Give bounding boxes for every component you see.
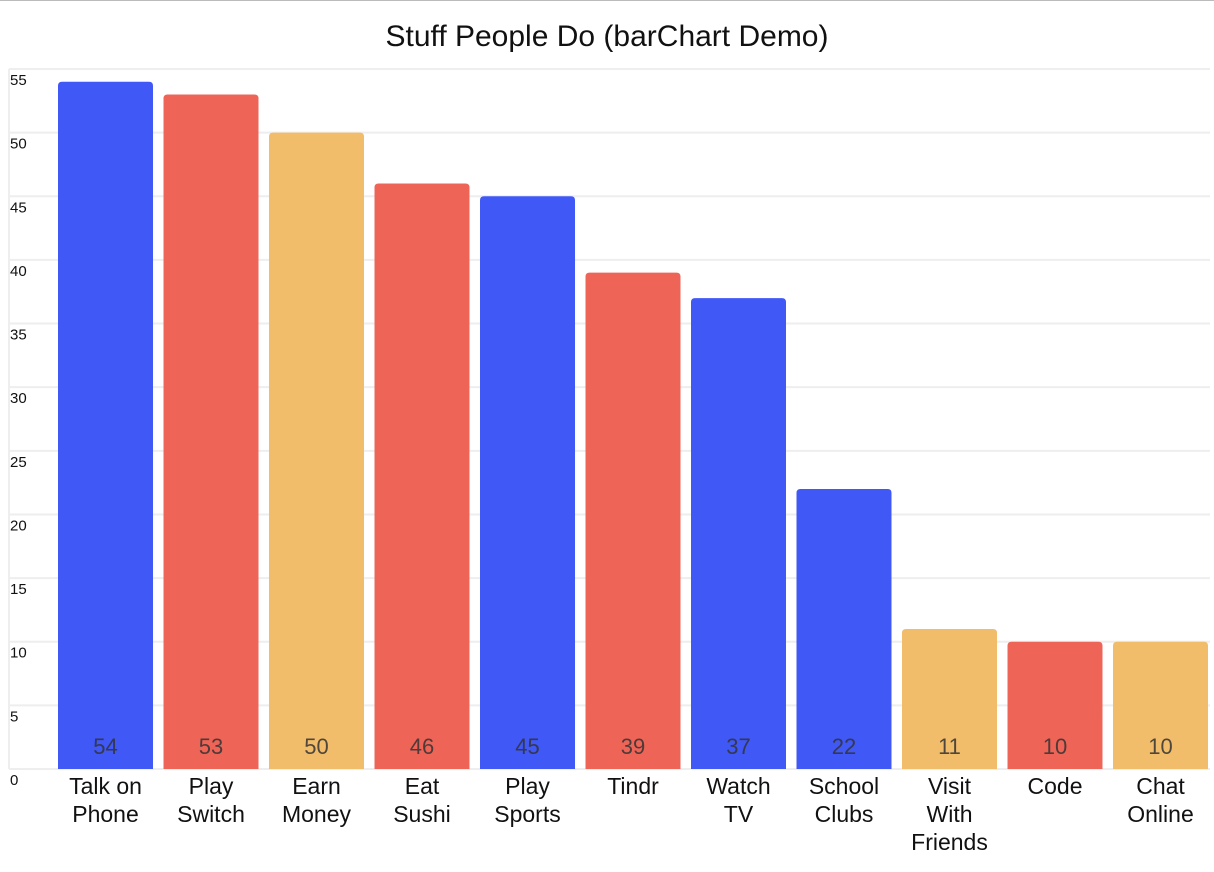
- y-tick-label: 55: [10, 72, 27, 89]
- bar: [691, 298, 786, 769]
- value-label: 37: [726, 734, 750, 759]
- x-tick-label: Money: [282, 801, 352, 827]
- bar: [58, 81, 153, 769]
- bars: [58, 81, 1208, 770]
- y-tick-label: 45: [10, 199, 27, 216]
- x-tick-label: Earn: [292, 773, 341, 799]
- value-label: 10: [1043, 734, 1067, 759]
- y-tick-label: 10: [10, 645, 27, 662]
- value-label: 11: [938, 734, 961, 759]
- bar: [269, 132, 364, 770]
- x-tick-label: Switch: [177, 801, 245, 827]
- chart-title: Stuff People Do (barChart Demo): [386, 20, 829, 53]
- value-label: 46: [410, 734, 434, 759]
- x-tick-label: Eat: [405, 773, 440, 799]
- value-label: 45: [515, 734, 539, 759]
- y-tick-label: 15: [10, 581, 27, 598]
- x-tick-label: Visit: [928, 773, 972, 799]
- bar: [796, 489, 892, 769]
- x-tick-label: Talk on: [69, 773, 142, 799]
- value-label: 53: [199, 734, 223, 759]
- y-tick-label: 30: [10, 390, 27, 407]
- bar: [585, 272, 681, 769]
- x-tick-label: Friends: [911, 829, 988, 855]
- value-label: 10: [1148, 734, 1172, 759]
- x-tick-label: Watch: [706, 773, 770, 799]
- value-label: 39: [621, 734, 645, 759]
- y-tick-label: 25: [10, 454, 27, 471]
- value-label: 50: [304, 734, 328, 759]
- y-tick-label: 0: [10, 772, 18, 789]
- x-tick-label: Online: [1127, 801, 1193, 827]
- bar: [480, 196, 575, 770]
- x-tick-label: Play: [189, 773, 234, 799]
- x-tick-label: School: [809, 773, 879, 799]
- y-tick-label: 35: [10, 327, 27, 344]
- x-tick-label: Code: [1028, 773, 1083, 799]
- x-tick-label: With: [927, 801, 973, 827]
- value-label: 54: [93, 734, 117, 759]
- bar: [1113, 641, 1208, 769]
- top-border: [0, 0, 1214, 1]
- y-tick-label: 20: [10, 517, 27, 534]
- x-tick-label: Phone: [72, 801, 139, 827]
- bar: [902, 629, 997, 769]
- x-tick-label: Chat: [1136, 773, 1185, 799]
- bar: [374, 183, 470, 769]
- bar: [163, 94, 259, 770]
- bar: [1007, 641, 1103, 769]
- x-tick-label: TV: [724, 801, 754, 827]
- x-tick-label: Play: [505, 773, 550, 799]
- y-tick-label: 50: [10, 136, 27, 153]
- x-tick-label: Clubs: [815, 801, 874, 827]
- y-tick-label: 5: [10, 708, 18, 725]
- value-label: 22: [832, 734, 856, 759]
- y-tick-label: 40: [10, 263, 27, 280]
- x-tick-label: Sports: [494, 801, 560, 827]
- x-tick-label: Sushi: [393, 801, 451, 827]
- x-tick-label: Tindr: [607, 773, 659, 799]
